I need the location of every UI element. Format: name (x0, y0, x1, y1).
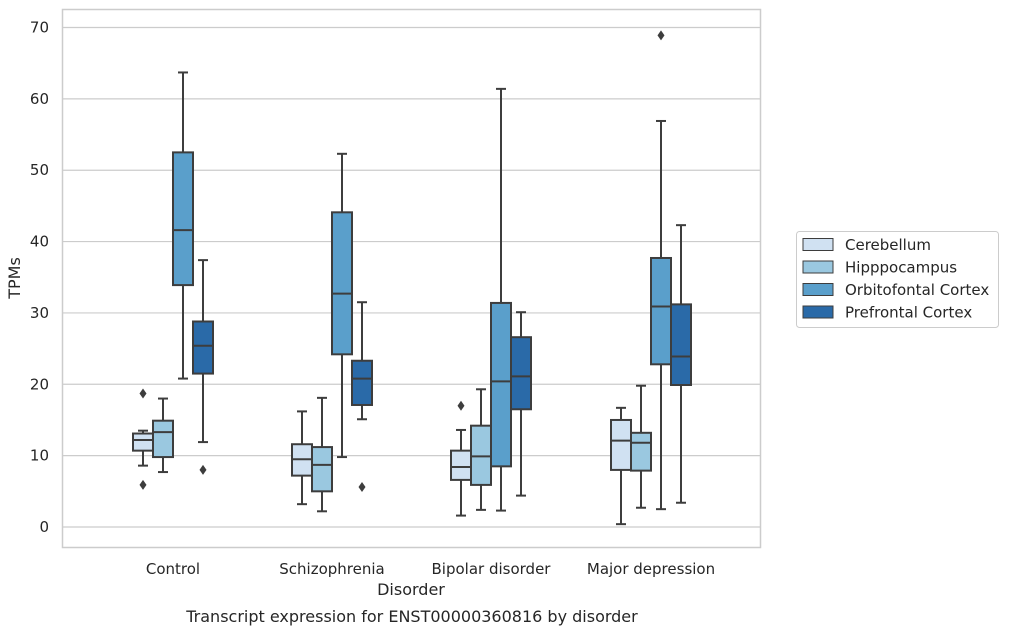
box-body (351, 359, 373, 406)
y-axis-label: TPMs (5, 257, 24, 300)
grid-lines (62, 26, 761, 528)
legend-entry-label: Hipppocampus (845, 259, 957, 277)
box-body (172, 151, 194, 287)
chart-caption: Transcript expression for ENST0000036081… (185, 607, 638, 626)
box-body (331, 211, 353, 356)
x-tick-label: Bipolar disorder (432, 560, 552, 578)
box-mark (351, 301, 373, 493)
box-body (450, 449, 472, 481)
y-tick-label: 10 (30, 447, 49, 465)
outlier-point (358, 482, 366, 493)
y-tick-label: 60 (30, 90, 49, 108)
y-tick-label: 20 (30, 375, 49, 393)
box-body (152, 419, 174, 459)
box-mark (311, 396, 333, 513)
box-body (650, 256, 672, 366)
box-series (132, 30, 692, 526)
x-axis-ticks: Control Schizophrenia Bipolar disorder Majo… (146, 560, 715, 578)
box-body (470, 424, 492, 486)
box-mark (172, 71, 194, 380)
box-mark (291, 410, 313, 506)
box-mark (610, 406, 632, 526)
box-body (610, 418, 632, 471)
legend-entry-label: Cerebellum (845, 236, 931, 254)
legend-frame (796, 231, 999, 328)
box-body (192, 320, 214, 375)
box-body (670, 303, 692, 386)
x-tick-label: Major depression (587, 560, 715, 578)
outlier-point (457, 400, 465, 411)
box-body (490, 301, 512, 468)
box-mark (630, 384, 652, 509)
box-body (510, 336, 532, 411)
outlier-point (139, 388, 147, 399)
box-body (630, 431, 652, 472)
y-tick-label: 50 (30, 161, 49, 179)
y-tick-label: 0 (39, 518, 49, 536)
box-mark (331, 152, 353, 459)
box-mark (152, 397, 174, 474)
y-tick-label: 30 (30, 304, 49, 322)
legend-swatch (802, 305, 834, 319)
box-body (311, 446, 333, 493)
legend-entry-label: Orbitofontal Cortex (845, 281, 989, 299)
y-axis-ticks: 0 10 20 30 40 50 60 70 (30, 19, 49, 537)
box-mark (650, 30, 672, 511)
x-axis-label: Disorder (377, 580, 445, 599)
legend-swatch (802, 260, 834, 274)
box-body (132, 432, 154, 452)
plot-frame (61, 8, 762, 549)
outlier-point (139, 479, 147, 490)
box-mark (510, 311, 532, 497)
outlier-point (657, 30, 665, 41)
outlier-point (199, 464, 207, 475)
legend: Cerebellum Hipppocampus Orbitofontal Corte… (796, 231, 999, 328)
legend-entry-label: Prefrontal Cortex (845, 304, 972, 322)
y-tick-label: 70 (30, 19, 49, 37)
x-tick-label: Control (146, 560, 200, 578)
legend-swatch (802, 283, 834, 296)
legend-swatch (802, 238, 834, 251)
y-tick-label: 40 (30, 233, 49, 251)
box-mark (192, 259, 214, 475)
box-mark (670, 224, 692, 504)
box-mark (132, 388, 154, 490)
x-tick-label: Schizophrenia (279, 560, 384, 578)
